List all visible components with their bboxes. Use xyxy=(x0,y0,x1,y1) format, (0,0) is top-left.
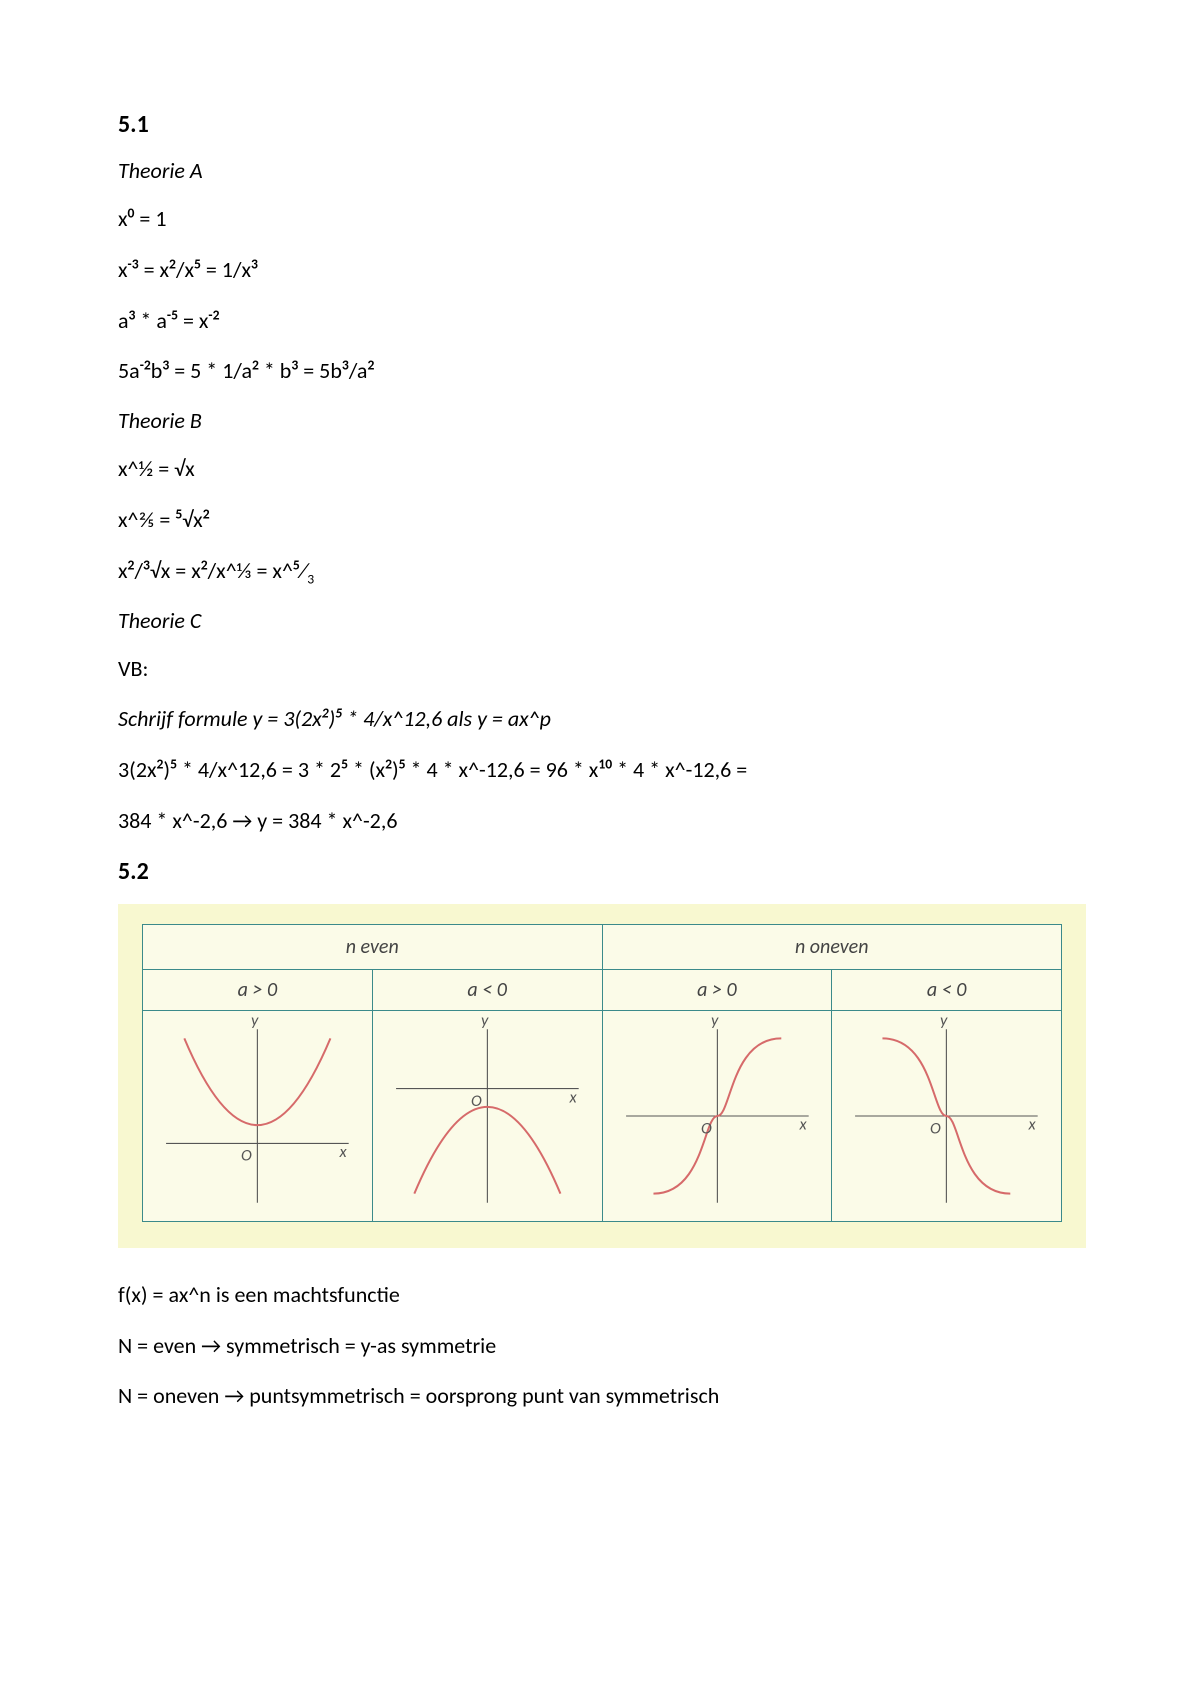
svg-text:y: y xyxy=(710,1011,718,1031)
header-n-even: n even xyxy=(143,924,603,969)
svg-text:x: x xyxy=(1028,1114,1037,1134)
sub-odd-a-pos: a > 0 xyxy=(602,969,832,1010)
graph-odd-a-pos: y x O xyxy=(602,1010,832,1221)
svg-text:x: x xyxy=(339,1142,348,1162)
svg-text:y: y xyxy=(940,1011,948,1031)
eq-b3: x2/3√x = x2/x^⅓ = x^5⁄3 xyxy=(118,556,1090,587)
svg-text:O: O xyxy=(241,1146,252,1166)
graph-svg-odd-pos: y x O xyxy=(603,1011,832,1221)
section-5-1-heading: 5.1 xyxy=(118,110,1090,139)
power-function-table: n even n oneven a > 0 a < 0 a > 0 a < 0 xyxy=(142,924,1062,1222)
graph-svg-odd-neg: y x O xyxy=(832,1011,1061,1221)
graph-svg-even-neg: y x O xyxy=(373,1011,602,1221)
note-n-oneven: N = oneven → puntsymmetrisch = oorsprong… xyxy=(118,1381,1090,1412)
eq-a3: a3 * a-5 = x-2 xyxy=(118,306,1090,337)
svg-text:O: O xyxy=(700,1118,711,1138)
svg-text:x: x xyxy=(798,1114,807,1134)
eq-a1: x0 = 1 xyxy=(118,204,1090,235)
eq-a4: 5a-2b3 = 5 * 1/a2 * b3 = 5b3/a2 xyxy=(118,356,1090,387)
svg-text:O: O xyxy=(930,1118,941,1138)
document-page: 5.1 Theorie A x0 = 1 x-3 = x2/x5 = 1/x3 … xyxy=(0,0,1200,1542)
vb-work-2: 384 * x^-2,6 → y = 384 * x^-2,6 xyxy=(118,806,1090,837)
note-machtsfunctie: f(x) = ax^n is een machtsfunctie xyxy=(118,1280,1090,1311)
svg-text:O: O xyxy=(471,1091,482,1111)
sub-even-a-neg: a < 0 xyxy=(372,969,602,1010)
eq-b1: x^½ = √x xyxy=(118,454,1090,485)
section-5-2-heading: 5.2 xyxy=(118,857,1090,886)
header-n-oneven: n oneven xyxy=(602,924,1062,969)
sub-even-a-pos: a > 0 xyxy=(143,969,373,1010)
graph-odd-a-neg: y x O xyxy=(832,1010,1062,1221)
svg-text:y: y xyxy=(251,1011,259,1031)
theorie-a-label: Theorie A xyxy=(118,157,1090,184)
vb-work-1: 3(2x2)5 * 4/x^12,6 = 3 * 25 * (x2)5 * 4 … xyxy=(118,755,1090,786)
theorie-c-label: Theorie C xyxy=(118,607,1090,634)
theorie-b-label: Theorie B xyxy=(118,407,1090,434)
graph-even-a-pos: y x O xyxy=(143,1010,373,1221)
note-n-even: N = even → symmetrisch = y-as symmetrie xyxy=(118,1331,1090,1362)
graph-svg-even-pos: y x O xyxy=(143,1011,372,1221)
svg-text:y: y xyxy=(481,1011,489,1031)
eq-a2: x-3 = x2/x5 = 1/x3 xyxy=(118,255,1090,286)
sub-odd-a-neg: a < 0 xyxy=(832,969,1062,1010)
eq-b2: x^⅖ = 5√x2 xyxy=(118,505,1090,536)
vb-label: VB: xyxy=(118,654,1090,685)
graph-even-a-neg: y x O xyxy=(372,1010,602,1221)
svg-text:x: x xyxy=(568,1087,577,1107)
vb-prompt: Schrijf formule y = 3(2x2)5 * 4/x^12,6 a… xyxy=(118,704,1090,735)
power-function-figure: n even n oneven a > 0 a < 0 a > 0 a < 0 xyxy=(118,904,1086,1248)
